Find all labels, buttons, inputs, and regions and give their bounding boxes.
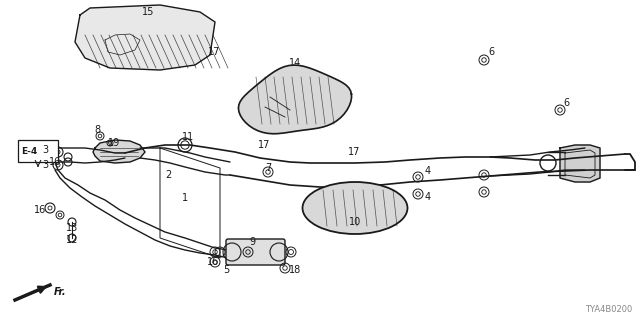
Text: 8: 8 [94,125,100,135]
Polygon shape [239,65,351,134]
Text: 2: 2 [165,170,171,180]
Text: 19: 19 [108,138,120,148]
Text: 4: 4 [425,192,431,202]
Text: 6: 6 [563,98,569,108]
Text: Fr.: Fr. [54,287,67,297]
Text: 1: 1 [182,193,188,203]
FancyBboxPatch shape [18,140,58,162]
Text: 17: 17 [348,147,360,157]
Text: 15: 15 [142,7,154,17]
Text: 3: 3 [42,160,48,170]
FancyBboxPatch shape [226,239,285,265]
Text: 18: 18 [289,265,301,275]
Text: 3: 3 [42,145,48,155]
Text: 7: 7 [265,163,271,173]
Polygon shape [75,5,215,70]
Text: 9: 9 [249,237,255,247]
Text: TYA4B0200: TYA4B0200 [585,305,632,314]
Text: 16: 16 [34,205,46,215]
Text: 6: 6 [488,47,494,57]
Text: 4: 4 [425,166,431,176]
Text: 11: 11 [182,132,194,142]
Text: 14: 14 [289,58,301,68]
Text: 12: 12 [66,235,78,245]
Polygon shape [560,145,600,182]
Text: 16: 16 [207,257,219,267]
Ellipse shape [303,182,408,234]
Text: 10: 10 [349,217,361,227]
Text: 17: 17 [258,140,270,150]
Text: 17: 17 [208,47,220,57]
Text: 13: 13 [66,223,78,233]
Polygon shape [93,140,145,163]
Text: E-4: E-4 [21,147,37,156]
Text: 5: 5 [223,265,229,275]
Text: 16: 16 [49,157,61,167]
